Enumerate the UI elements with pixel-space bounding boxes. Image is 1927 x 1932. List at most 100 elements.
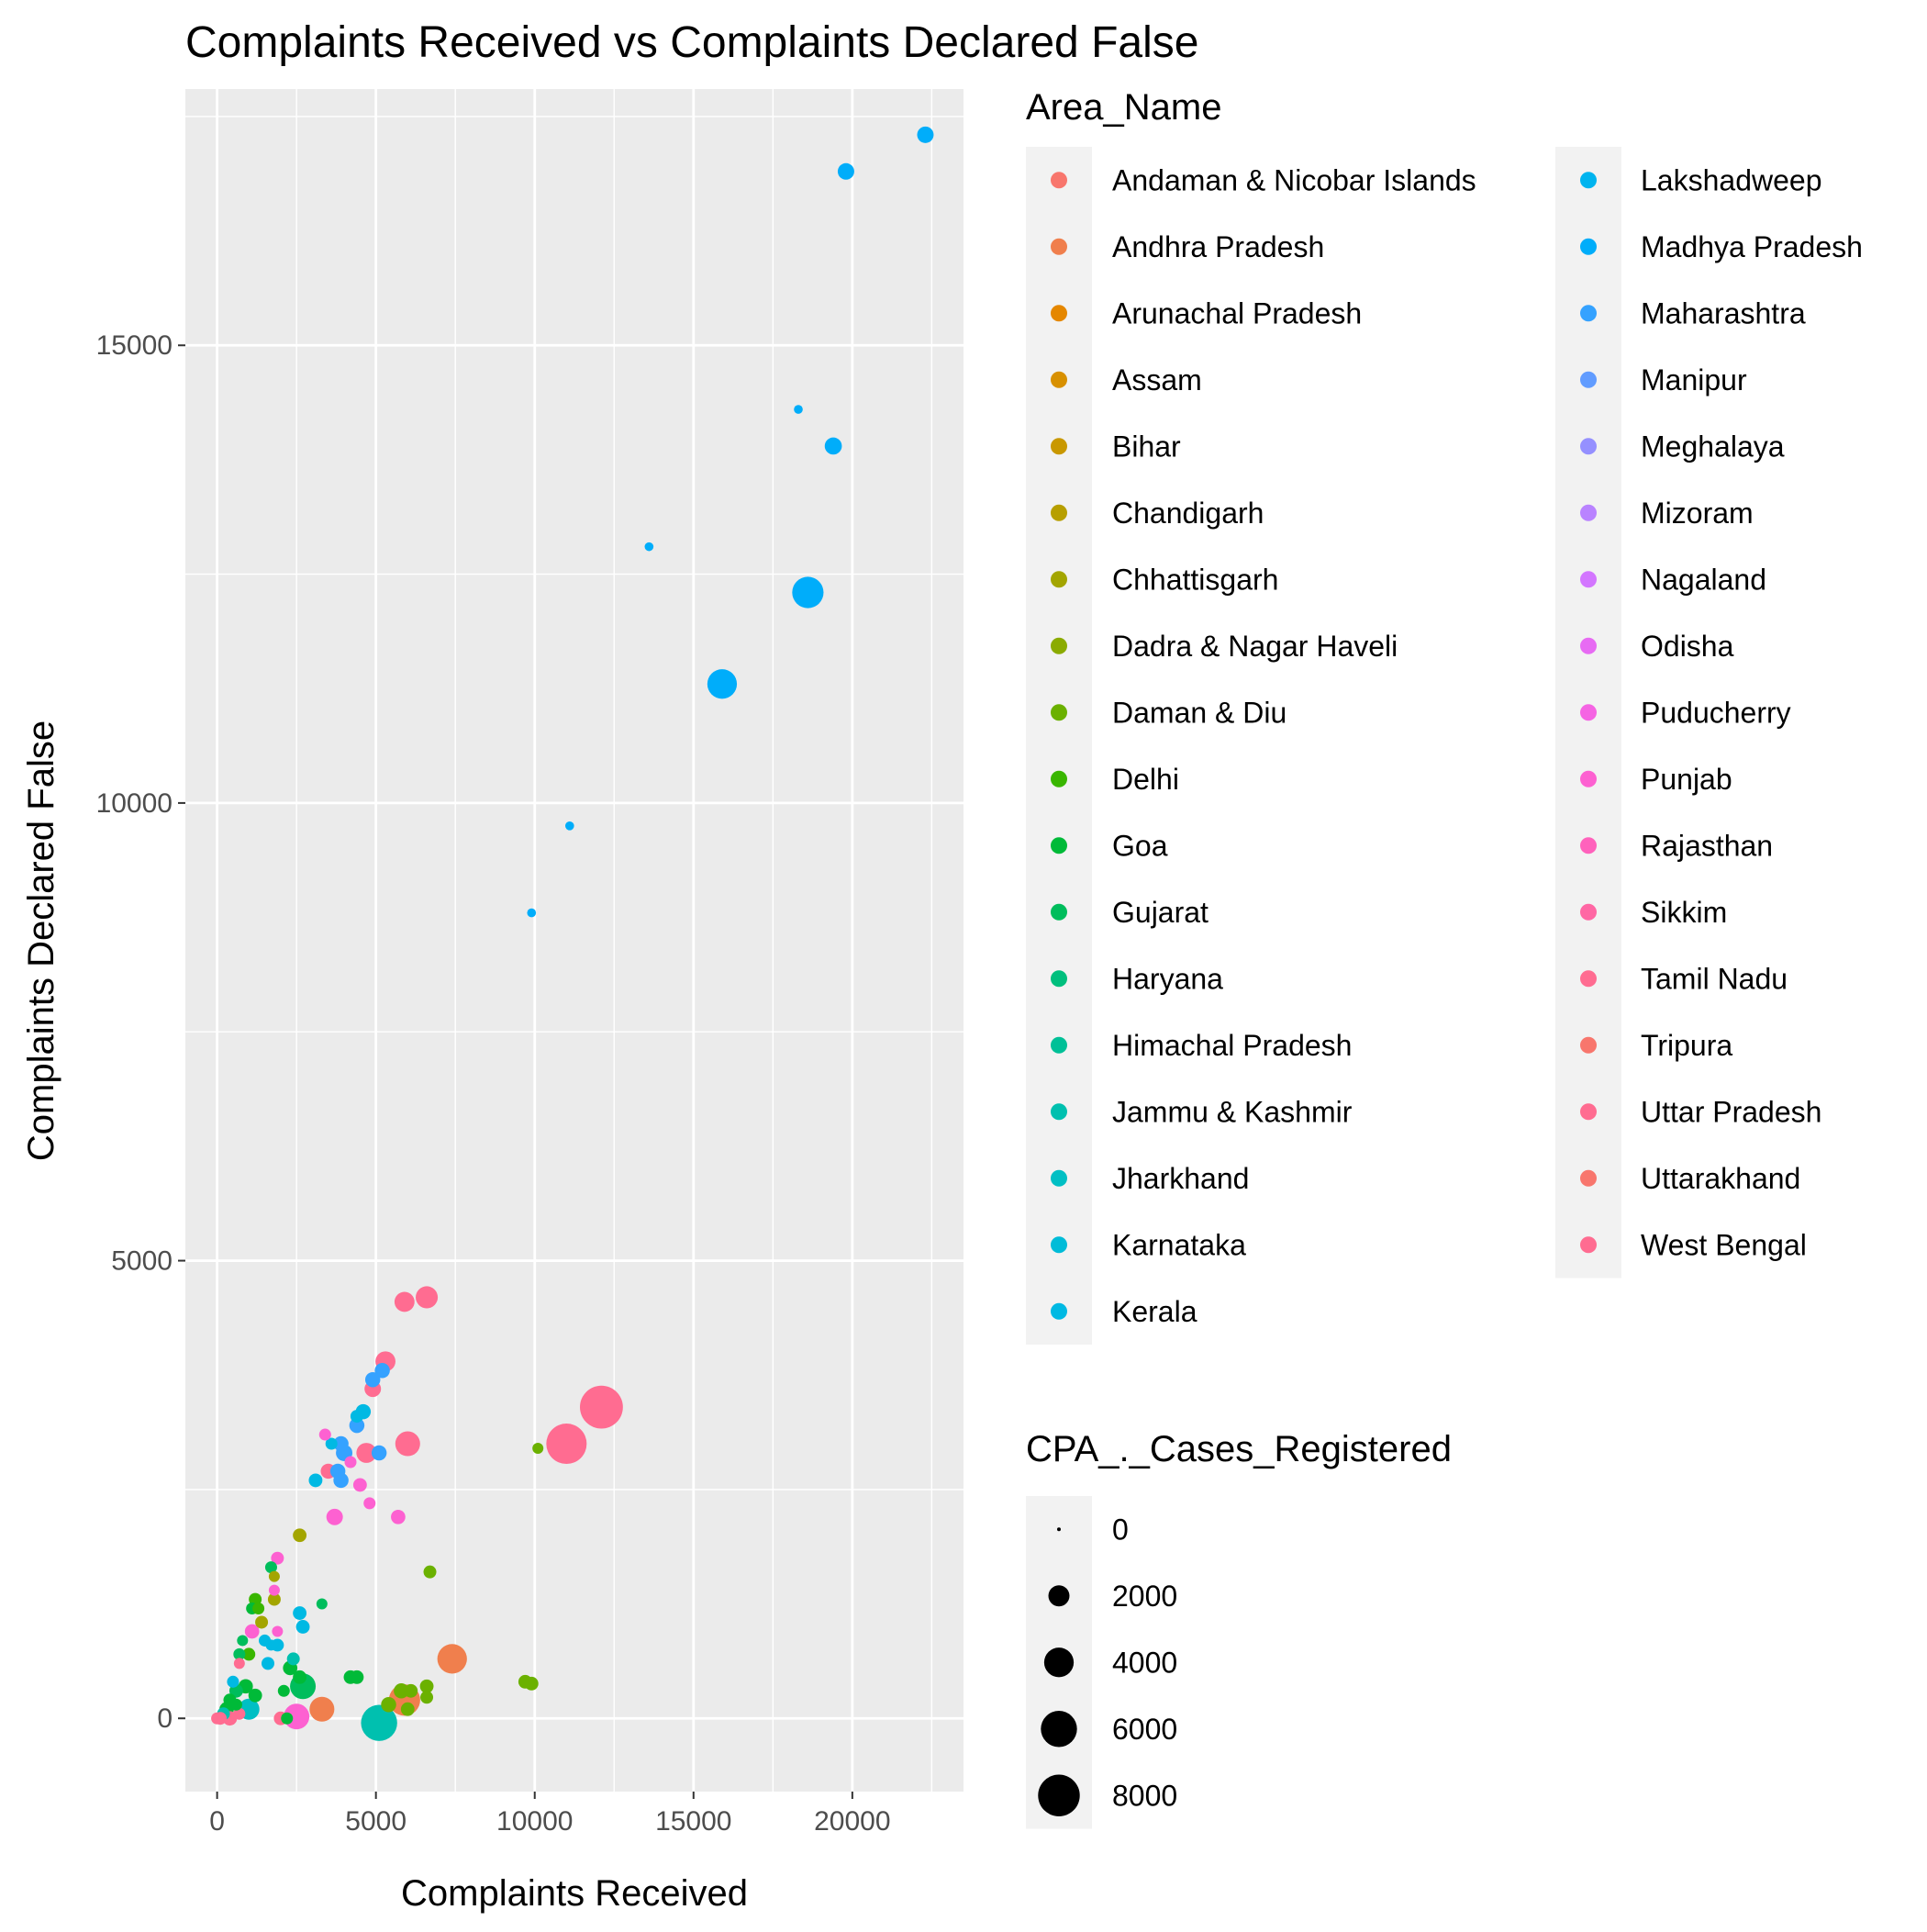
data-point [293,1606,307,1620]
legend-key-dot [1051,305,1067,322]
legend-label: Mizoram [1641,497,1754,530]
legend-key-dot [1580,238,1597,255]
legend-key-dot [1580,770,1597,787]
data-point [394,1683,409,1699]
legend-key-dot [1580,371,1597,388]
data-point [333,1435,349,1452]
data-point [350,1410,363,1424]
data-point [546,1424,587,1465]
legend-key-dot [1051,571,1067,588]
legend-label: Madhya Pradesh [1641,230,1863,263]
data-point [400,1702,415,1716]
data-points [211,126,934,1741]
data-point [395,1431,420,1457]
y-tick-label: 5000 [111,1246,173,1277]
legend-label: Arunachal Pradesh [1112,296,1362,329]
size-key-dot [1043,1647,1075,1678]
data-point [371,1445,387,1461]
size-key-dot [1048,1585,1070,1607]
data-point [233,1647,246,1660]
data-point [824,437,842,455]
data-point [267,1592,281,1606]
data-point [364,1371,381,1388]
y-tick-label: 0 [157,1703,173,1734]
legend-key-dot [1580,571,1597,588]
size-legend-label: 6000 [1112,1713,1177,1746]
data-point [792,576,824,609]
legend-key-dot [1051,704,1067,721]
data-point [363,1497,376,1510]
data-point [361,1704,397,1741]
data-point [333,1472,349,1489]
legend-key-dot [1580,1103,1597,1121]
data-point [349,1417,365,1434]
data-point [350,1670,364,1684]
legend-label: Sikkim [1641,896,1727,929]
data-point [326,1508,343,1525]
data-point [264,1561,277,1574]
data-point [644,542,654,552]
legend-key-dot [1051,1103,1067,1121]
legend-key-dot [1580,903,1597,921]
legend-label: Nagaland [1641,563,1766,596]
data-point [419,1679,434,1693]
data-point [281,1712,294,1725]
data-point [237,1635,249,1647]
x-tick-label: 20000 [814,1806,890,1837]
data-point [423,1565,437,1579]
data-point [295,1620,310,1634]
data-point [233,1658,245,1670]
legend-key-dot [1051,837,1067,854]
legend-label: Kerala [1112,1295,1197,1328]
data-point [211,1712,224,1725]
legend-label: Jammu & Kashmir [1112,1095,1353,1128]
legend-key-dot [1580,704,1597,721]
legend-key-dot [1580,637,1597,654]
data-point [268,1570,280,1582]
legend-key-dot [1051,903,1067,921]
size-legend-label: 0 [1112,1513,1129,1546]
data-point [564,821,574,831]
size-legend-label: 4000 [1112,1646,1177,1679]
legend-label: Jharkhand [1112,1162,1249,1195]
legend-label: Uttar Pradesh [1641,1095,1821,1128]
data-point [265,1639,277,1651]
legend-label: Lakshadweep [1641,163,1821,196]
legend-label: Daman & Diu [1112,696,1287,729]
legend-key-dot [1051,1302,1067,1320]
data-point [527,908,537,918]
legend-key-dot [1580,837,1597,854]
x-tick-label: 15000 [655,1806,731,1837]
legend-label: Tamil Nadu [1641,962,1788,995]
data-point [229,1698,242,1711]
data-point [309,1696,335,1722]
legend-key-dot [1051,1036,1067,1054]
color-legend-title: Area_Name [1026,87,1221,128]
data-point [308,1473,323,1488]
legend-key-dot [1051,770,1067,787]
legend-key-dot [1580,1036,1597,1054]
legend-label: Gujarat [1112,896,1209,929]
data-point [233,1707,246,1720]
legend-key-dot [1580,504,1597,521]
x-tick-label: 5000 [345,1806,407,1837]
legend-label: Goa [1112,829,1168,862]
legend-key-dot [1051,970,1067,988]
data-point [242,1647,256,1661]
legend-key-dot [1580,1236,1597,1254]
data-point [268,1584,280,1596]
legend-key-dot [1051,438,1067,455]
legend-label: Dadra & Nagar Haveli [1112,630,1398,663]
data-point [580,1385,623,1429]
data-point [794,405,803,414]
data-point [420,1691,434,1704]
data-point [524,1676,539,1691]
legend-key-dot [1051,238,1067,255]
legend-label: Manipur [1641,363,1747,396]
size-key-dot [1038,1774,1080,1816]
y-axis-label: Complaints Declared False [21,720,61,1161]
data-point [344,1456,357,1469]
data-point [293,1670,307,1684]
legend-label: Puducherry [1641,696,1791,729]
